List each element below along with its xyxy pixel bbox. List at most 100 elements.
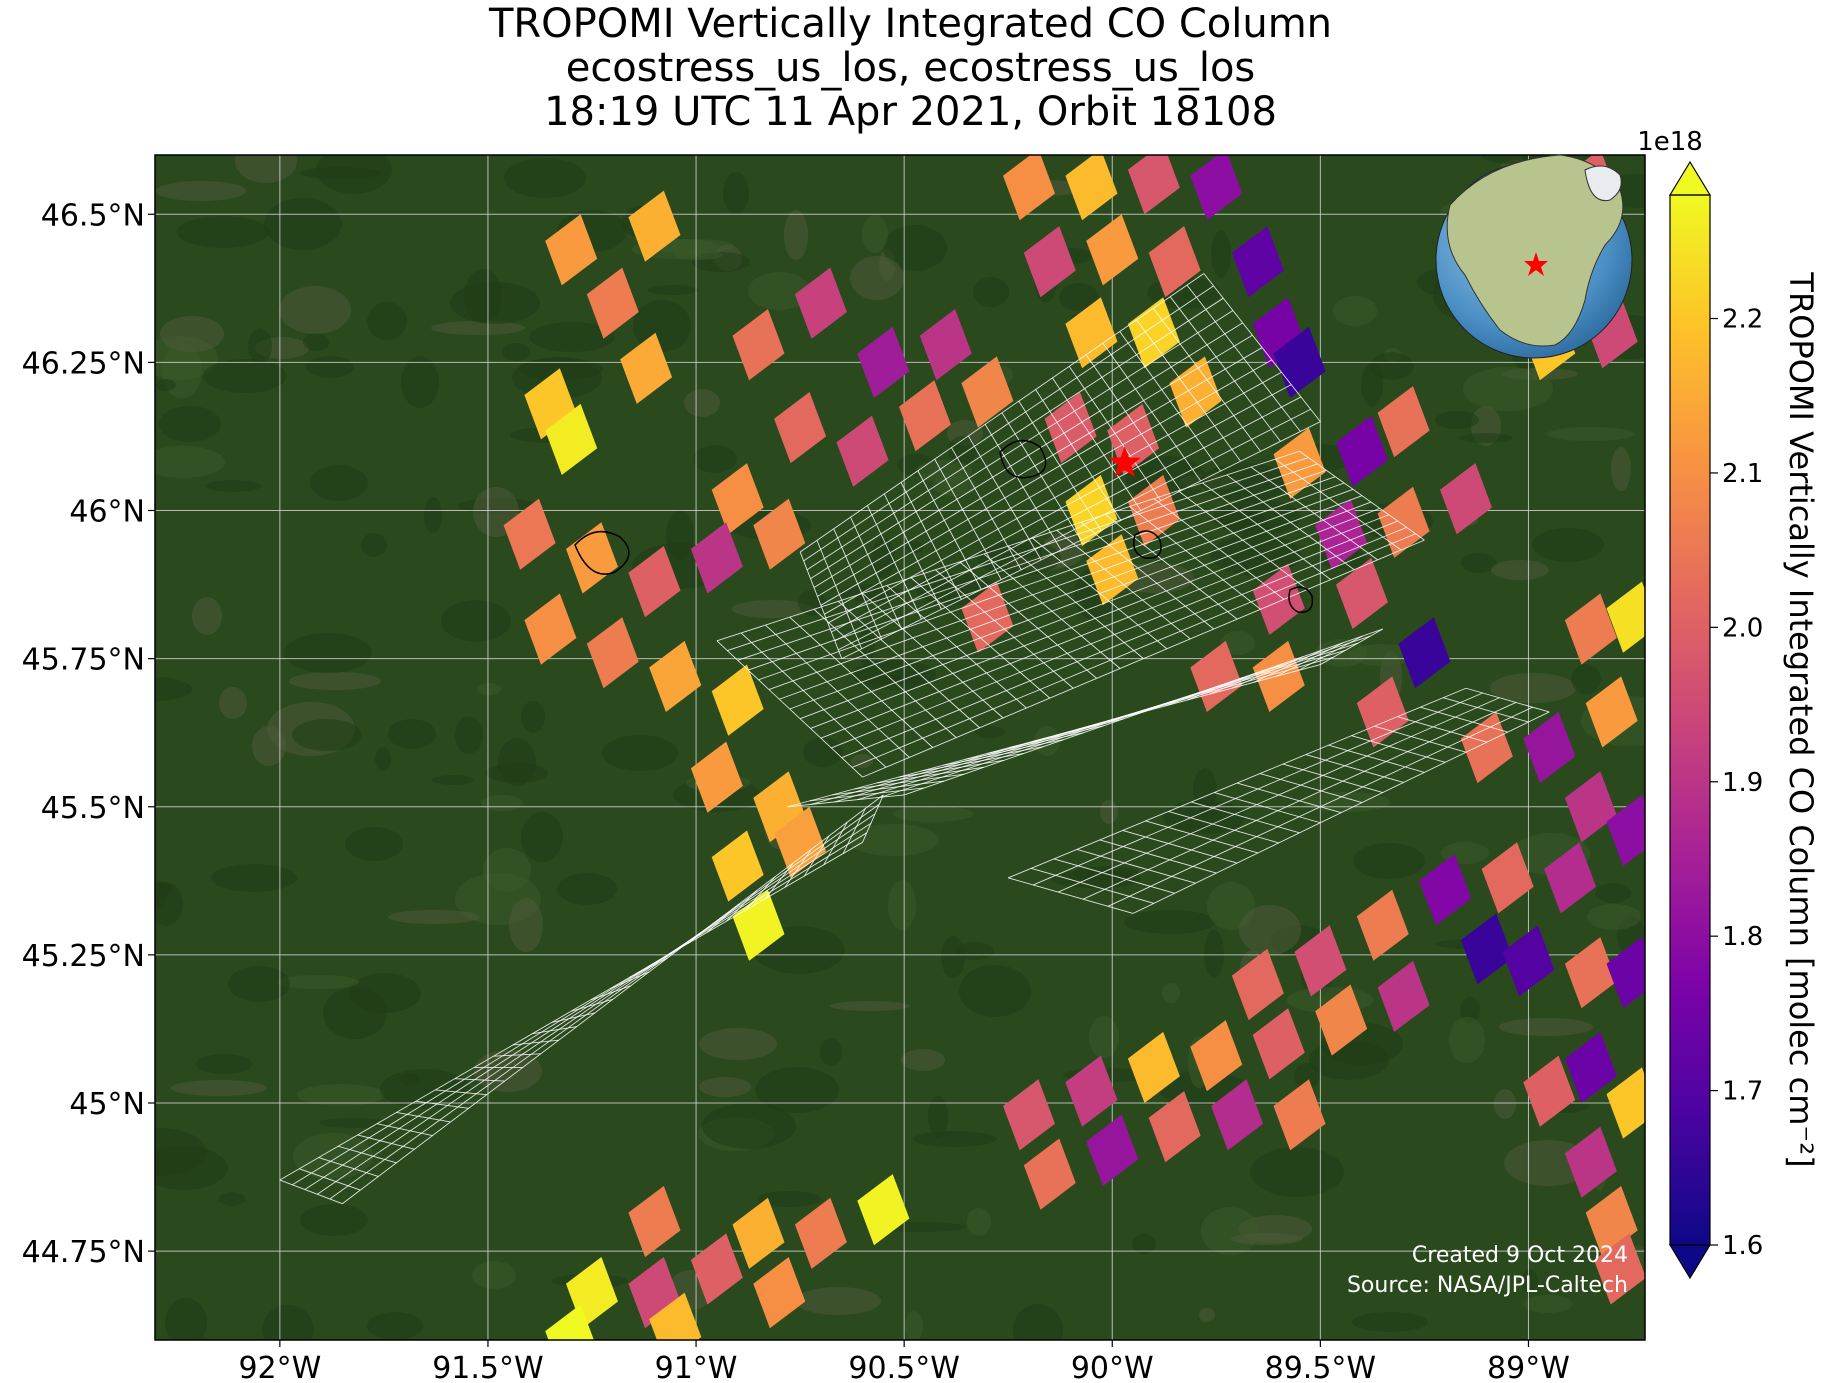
tropomi-pixel	[1356, 889, 1409, 961]
map-area[interactable]: Created 9 Oct 2024 Source: NASA/JPL-Calt…	[111, 139, 1676, 1376]
terrain-patch	[300, 1204, 368, 1236]
terrain-patch	[211, 864, 297, 892]
lat-tick-label: 46.25°N	[22, 346, 145, 381]
ecostress-grid-line	[551, 1012, 595, 1023]
terrain-patch	[1460, 997, 1480, 1023]
tropomi-pixel	[961, 581, 1014, 653]
terrain-patch	[498, 738, 536, 786]
terrain-patch	[455, 716, 483, 754]
terrain-patch	[1211, 534, 1301, 576]
tropomi-pixel	[1564, 771, 1617, 843]
terrain-patch	[893, 806, 973, 822]
terrain-patch	[504, 158, 586, 198]
tropomi-pixel	[1523, 711, 1576, 784]
tropomi-pixel	[690, 741, 743, 813]
terrain-patch	[1491, 560, 1549, 580]
ecostress-grid-line	[810, 310, 1234, 580]
terrain-patch	[757, 1191, 821, 1207]
terrain-patch	[928, 1096, 948, 1138]
ecostress-grid-line	[768, 482, 1345, 690]
terrain-patch	[310, 465, 368, 501]
tropomi-pixel	[1023, 226, 1076, 298]
terrain-patch	[906, 541, 924, 553]
ecostress-grid-line	[1168, 811, 1279, 844]
terrain-patch	[279, 286, 351, 334]
terrain-patch	[306, 356, 354, 378]
terrain-patch	[865, 675, 925, 685]
tropomi-pixel	[628, 190, 681, 262]
ecostress-grid-line	[512, 1039, 559, 1046]
tropomi-pixel	[1585, 676, 1638, 748]
lon-tick-label: 90.5°W	[848, 1351, 959, 1383]
ecostress-grid-line	[737, 463, 1318, 661]
tropomi-pixel	[1398, 617, 1451, 689]
terrain-patch	[850, 256, 904, 300]
terrain-patch	[292, 719, 362, 751]
colorbar-max-extend	[1668, 160, 1712, 196]
ecostress-grid-line	[824, 359, 1273, 615]
ecostress-grid-line	[834, 649, 1346, 803]
ecostress-grid-line	[823, 821, 848, 866]
terrain-patch	[509, 898, 543, 952]
terrain-patch	[1435, 411, 1479, 429]
ecostress-grid-line	[317, 813, 876, 1195]
colorbar-tick-label: 2.1	[1722, 459, 1763, 489]
terrain-patch	[959, 965, 1031, 1017]
terrain-patch	[375, 747, 391, 771]
tropomi-pixel	[774, 806, 827, 878]
terrain-patch	[1163, 800, 1245, 834]
tropomi-pixel	[649, 640, 702, 712]
colorbar-label: TROPOMI Vertically Integrated CO Column …	[1782, 271, 1820, 1167]
tropomi-pixel	[1023, 1138, 1076, 1210]
terrain-patch	[192, 597, 222, 635]
tropomi-pixel	[1606, 937, 1645, 1009]
tropomi-pixel	[836, 415, 889, 487]
ecostress-scene	[1008, 687, 1550, 914]
terrain-patch	[948, 436, 976, 466]
tropomi-pixel	[961, 356, 1014, 428]
colorbar-min-extend	[1668, 1244, 1712, 1280]
tropomi-pixel	[1294, 925, 1347, 997]
tropomi-pixel	[711, 830, 764, 902]
ecostress-grid-line	[838, 408, 1311, 651]
tropomi-pixel	[1044, 392, 1097, 464]
terrain-patch	[262, 1305, 314, 1340]
tropomi-pixels	[503, 155, 1645, 1340]
ecostress-grid-line	[880, 635, 1371, 798]
terrain-patch	[432, 775, 474, 785]
terrain-patch	[502, 343, 530, 361]
ecostress-footprints	[279, 273, 1550, 1205]
tropomi-pixel	[1148, 1091, 1201, 1163]
ecostress-grid-line	[299, 1168, 361, 1191]
tropomi-pixel	[620, 332, 673, 404]
tropomi-pixel	[1065, 297, 1118, 369]
terrain-patch	[303, 333, 329, 351]
terrain-patch	[248, 328, 272, 364]
terrain-patch	[159, 406, 221, 442]
tropomi-pixel	[1148, 226, 1201, 298]
terrain-patch	[235, 155, 297, 183]
ecostress-grid-line	[820, 514, 1389, 739]
lon-tick-label: 89.5°W	[1265, 1351, 1376, 1383]
ecostress-grid-line	[862, 539, 1425, 778]
tropomi-pixel	[1377, 960, 1430, 1032]
terrain-patch	[160, 316, 224, 352]
tropomi-pixel	[1564, 593, 1617, 665]
tropomi-pixel	[1231, 226, 1284, 298]
terrain-patch	[521, 701, 545, 733]
ecostress-grid-line	[747, 469, 1327, 671]
lat-tick-label: 45.25°N	[22, 939, 145, 974]
colorbar-tick-label: 2.0	[1722, 613, 1763, 643]
ecostress-grid-line	[1351, 735, 1446, 763]
ecostress-grid-line	[810, 657, 1333, 805]
colorbar-tick-label: 1.7	[1722, 1077, 1763, 1107]
ecostress-grid-line	[1008, 877, 1134, 914]
terrain-patch	[477, 683, 501, 695]
tropomi-pixel	[753, 498, 806, 570]
lat-tick-label: 45.75°N	[22, 643, 145, 678]
terrain-patch	[699, 1077, 751, 1097]
terrain-patch	[1611, 447, 1631, 491]
tropomi-pixel	[794, 1197, 847, 1269]
ecostress-grid-line	[799, 273, 1205, 553]
terrain-patch	[1499, 1018, 1593, 1036]
